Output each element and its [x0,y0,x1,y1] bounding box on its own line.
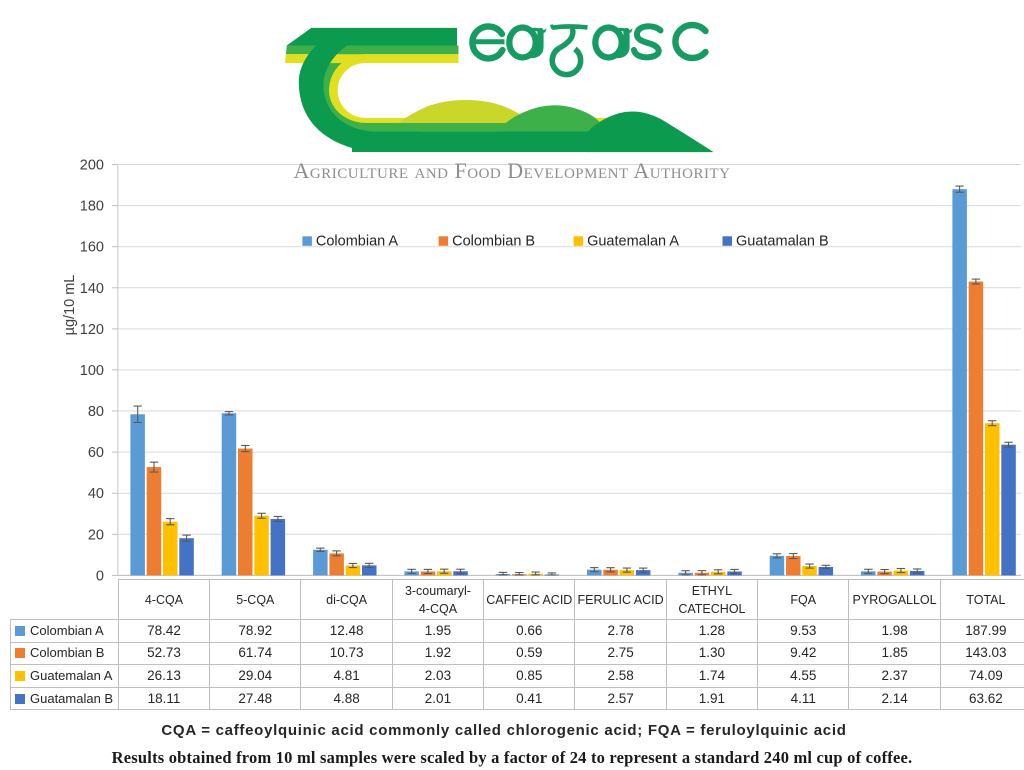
svg-text:Colombian B: Colombian B [452,234,535,250]
svg-text:40: 40 [88,486,104,502]
svg-text:Colombian A: Colombian A [316,234,399,250]
svg-text:Guatamalan B: Guatamalan B [736,234,829,250]
svg-text:Guatemalan A: Guatemalan A [587,234,679,250]
svg-text:0: 0 [96,568,104,584]
svg-text:180: 180 [80,199,104,215]
svg-text:100: 100 [80,363,104,379]
svg-text:60: 60 [88,445,104,461]
svg-text:80: 80 [88,404,104,420]
svg-text:160: 160 [80,240,104,256]
svg-text:200: 200 [80,158,104,174]
svg-text:µg/10 mL: µg/10 mL [62,275,78,336]
svg-text:20: 20 [88,527,104,543]
svg-text:120: 120 [80,322,104,338]
svg-text:140: 140 [80,281,104,297]
